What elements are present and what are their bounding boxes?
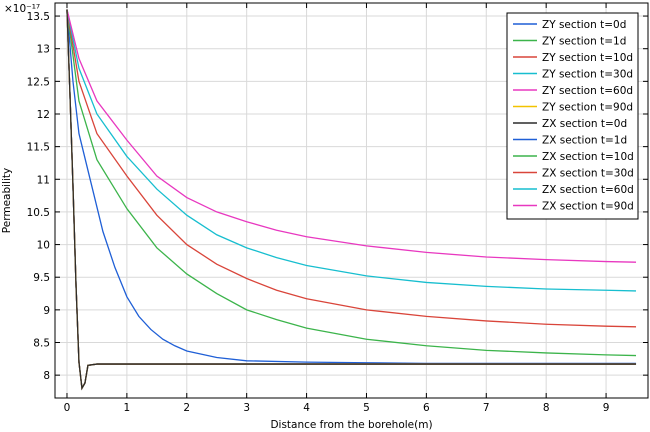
y-tick-label: 13 bbox=[37, 44, 50, 56]
y-tick-label: 13.5 bbox=[27, 11, 50, 23]
legend-label: ZY section t=30d bbox=[542, 69, 633, 81]
x-tick-label: 8 bbox=[543, 402, 550, 414]
legend-label: ZY section t=90d bbox=[542, 102, 633, 114]
legend-label: ZY section t=10d bbox=[542, 52, 633, 64]
x-tick-label: 3 bbox=[243, 402, 250, 414]
y-tick-label: 12 bbox=[37, 109, 50, 121]
x-tick-label: 2 bbox=[183, 402, 190, 414]
legend-label: ZY section t=1d bbox=[542, 36, 626, 48]
y-tick-label: 10 bbox=[37, 240, 50, 252]
y-tick-label: 11 bbox=[37, 174, 50, 186]
legend-label: ZX section t=10d bbox=[542, 151, 634, 163]
y-tick-label: 8.5 bbox=[33, 338, 50, 350]
y-tick-label: 9.5 bbox=[33, 272, 50, 284]
series-line-10 bbox=[66, 9, 637, 328]
legend-label: ZX section t=60d bbox=[542, 184, 634, 196]
x-tick-label: 7 bbox=[483, 402, 490, 414]
y-axis-label: Permeability bbox=[1, 168, 13, 233]
x-tick-label: 1 bbox=[124, 402, 131, 414]
legend-label: ZX section t=0d bbox=[542, 118, 627, 130]
series-lines bbox=[66, 9, 637, 391]
legend-label: ZX section t=1d bbox=[542, 135, 627, 147]
x-tick-label: 0 bbox=[64, 402, 71, 414]
series-line-12 bbox=[66, 9, 637, 263]
y-tick-label: 10.5 bbox=[27, 207, 50, 219]
series-line-11 bbox=[66, 9, 637, 292]
y-axis-exponent: ×10⁻¹⁷ bbox=[4, 3, 40, 15]
y-tick-label: 9 bbox=[43, 305, 50, 317]
legend-label: ZY section t=60d bbox=[542, 85, 633, 97]
x-tick-label: 5 bbox=[363, 402, 370, 414]
legend: ZY section t=0d ZY section t=1d ZY section… bbox=[506, 12, 639, 220]
legend-box bbox=[506, 12, 639, 220]
x-tick-label: 4 bbox=[303, 402, 310, 414]
legend-label: ZY section t=0d bbox=[542, 19, 626, 31]
x-tick-label: 9 bbox=[603, 402, 610, 414]
x-tick-label: 6 bbox=[423, 402, 430, 414]
x-axis-label: Distance from the borehole(m) bbox=[270, 419, 432, 431]
axis-ticks: 0 1 2 3 4 5 6 7 8 988.599.51010.51111.51212.51313… bbox=[27, 3, 648, 414]
y-tick-label: 12.5 bbox=[27, 76, 50, 88]
y-tick-label: 8 bbox=[43, 370, 50, 382]
series-line-9 bbox=[66, 9, 637, 357]
legend-label: ZX section t=30d bbox=[542, 168, 634, 180]
y-tick-label: 11.5 bbox=[27, 142, 50, 154]
series-line-7 bbox=[66, 9, 637, 391]
legend-label: ZX section t=90d bbox=[542, 201, 634, 213]
plot-area-frame bbox=[54, 2, 649, 399]
